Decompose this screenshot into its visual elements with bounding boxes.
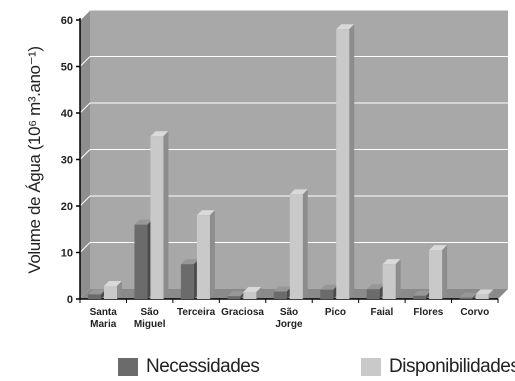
bar-top xyxy=(196,210,215,216)
bar-disponibilidades xyxy=(243,287,262,299)
y-tick-label: 40 xyxy=(61,108,73,120)
bar-disponibilidades xyxy=(289,189,308,299)
bar-side xyxy=(209,210,215,299)
bar-front xyxy=(134,224,148,299)
x-tick-label: Flores xyxy=(413,307,443,318)
bar-top xyxy=(273,286,292,292)
bar-top xyxy=(88,289,106,295)
y-tick-label: 20 xyxy=(61,201,73,213)
bar-front xyxy=(320,289,334,299)
bar-disponibilidades xyxy=(475,289,494,299)
legend-label-disponibilidades: Disponibilidades xyxy=(389,356,515,377)
x-tick-label: Miguel xyxy=(134,319,166,330)
bar-side xyxy=(488,289,494,299)
x-tick-label: Terceira xyxy=(177,307,216,318)
x-tick-label: Santa xyxy=(90,307,118,318)
gridline-side xyxy=(79,149,91,160)
x-tick-label: Jorge xyxy=(275,319,303,330)
bar-front xyxy=(429,250,443,299)
x-tick-label: Pico xyxy=(325,307,346,318)
bar-top xyxy=(429,245,448,251)
bar-top xyxy=(243,287,262,293)
bar-front xyxy=(273,291,287,299)
gridline-side xyxy=(79,242,91,253)
bar-side xyxy=(442,245,448,299)
bar-disponibilidades xyxy=(336,24,355,300)
bar-front xyxy=(243,292,257,299)
x-tick-label: Corvo xyxy=(460,307,489,318)
bar-front xyxy=(180,264,194,299)
bar-disponibilidades xyxy=(150,131,169,299)
bar-side xyxy=(395,259,401,299)
legend-item-disponibilidades: Disponibilidades xyxy=(361,356,515,378)
bar-side xyxy=(117,280,122,299)
bar-top xyxy=(104,280,122,286)
bar-top xyxy=(459,292,478,298)
legend-item-necessidades: Necessidades xyxy=(118,356,260,378)
bar-side xyxy=(349,24,355,300)
bar-disponibilidades xyxy=(196,210,215,299)
gridline-side xyxy=(79,102,91,114)
bar-necessidades xyxy=(134,219,153,299)
bar-front xyxy=(475,294,489,299)
legend-label-necessidades: Necessidades xyxy=(146,356,260,377)
y-tick-label: 30 xyxy=(61,155,73,167)
y-tick-label: 10 xyxy=(61,248,73,260)
bar-disponibilidades xyxy=(382,259,401,299)
bar-front xyxy=(366,289,380,299)
bar-top xyxy=(134,219,153,225)
x-tick-label: Faial xyxy=(370,307,393,318)
y-tick-label: 50 xyxy=(61,62,73,74)
bar-top xyxy=(150,131,169,137)
bar-front xyxy=(459,297,473,299)
gridline-side xyxy=(79,195,91,207)
y-axis-label: Volume de Água (10⁶ m³.ano⁻¹) xyxy=(25,46,44,273)
bar-front xyxy=(336,29,350,300)
bar-top xyxy=(413,290,432,296)
bar-front xyxy=(413,295,427,299)
y-tick-label: 60 xyxy=(61,15,73,27)
bar-top xyxy=(320,284,339,290)
bar-top xyxy=(336,24,355,30)
x-tick-label: São xyxy=(140,307,158,318)
bar-front xyxy=(227,296,241,299)
bar-top xyxy=(289,189,308,195)
bar-top xyxy=(180,259,199,265)
bar-front xyxy=(289,194,303,299)
bar-disponibilidades xyxy=(429,245,448,299)
x-tick-label: Graciosa xyxy=(221,307,264,318)
bar-top xyxy=(366,284,385,290)
y-tick-labels: 0 10 20 30 40 50 60 xyxy=(61,15,73,306)
bar-front xyxy=(150,136,164,299)
gridline-side xyxy=(79,56,91,67)
gridline-side xyxy=(79,9,91,21)
bar-front xyxy=(196,215,210,299)
x-tick-label: São xyxy=(280,307,298,318)
legend-swatch-necessidades xyxy=(118,358,138,376)
bar-side xyxy=(302,189,308,299)
bar-top xyxy=(475,289,494,295)
x-tick-label: Maria xyxy=(90,319,117,330)
legend-swatch-disponibilidades xyxy=(361,358,381,376)
bar-side xyxy=(163,131,169,299)
bar-front xyxy=(88,294,101,299)
bar-top xyxy=(382,259,401,265)
bar-front xyxy=(382,264,396,299)
axes xyxy=(76,18,499,303)
bars xyxy=(88,24,494,300)
bar-top xyxy=(227,291,246,297)
y-tick-label: 0 xyxy=(67,294,73,306)
bar-disponibilidades xyxy=(104,280,122,299)
bar-necessidades xyxy=(180,259,199,299)
bar-side xyxy=(256,287,262,299)
bar-front xyxy=(104,285,117,299)
